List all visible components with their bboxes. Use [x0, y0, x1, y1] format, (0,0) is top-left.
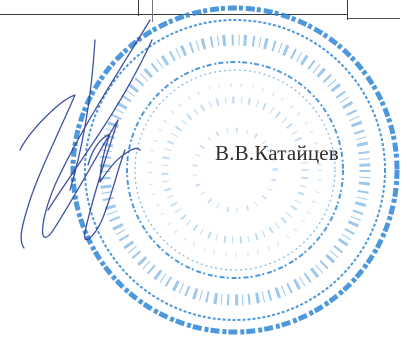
signer-name: В.В.Катайцев — [215, 141, 339, 165]
official-seal-stamp — [70, 5, 400, 335]
table-column-divider — [347, 0, 348, 20]
handwritten-signature — [19, 19, 153, 249]
table-column-divider — [152, 0, 153, 22]
table-horizontal-rule-right — [348, 18, 400, 19]
table-horizontal-rule — [0, 14, 348, 15]
table-column-divider — [138, 0, 139, 16]
table-bottom-edge — [0, 0, 410, 24]
